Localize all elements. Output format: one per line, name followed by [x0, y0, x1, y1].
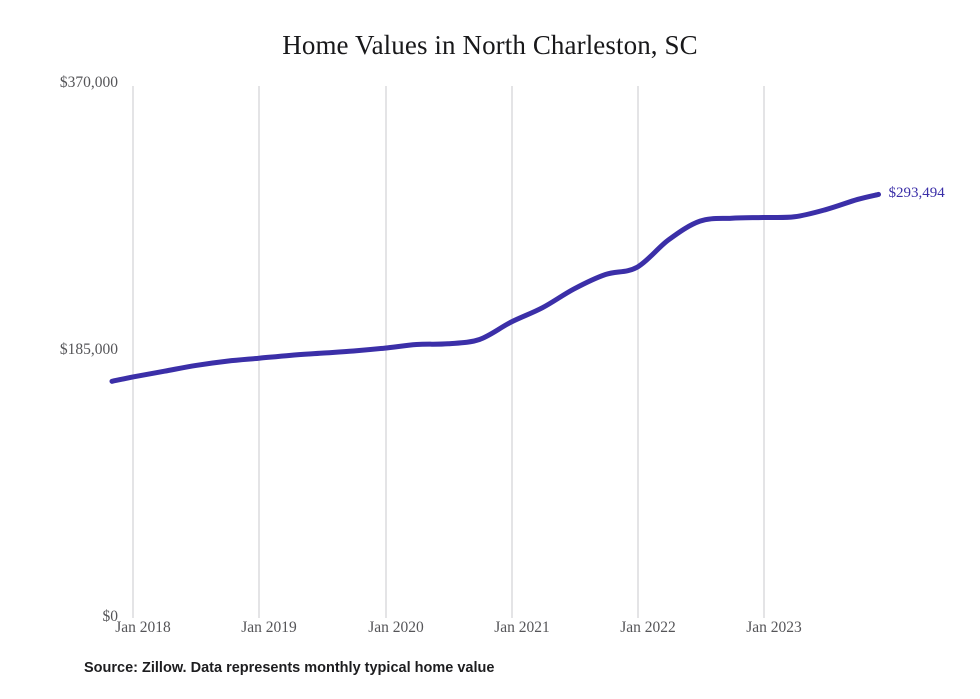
x-axis-tick-label: Jan 2023: [746, 619, 802, 636]
data-series-line: [109, 191, 881, 384]
plot-area: [109, 86, 881, 618]
y-axis-tick-label: $370,000: [59, 74, 118, 91]
gridlines: [132, 86, 765, 618]
x-axis: Jan 2018 Jan 2019 Jan 2020 Jan 2021 Jan …: [115, 619, 802, 636]
y-axis-tick-label: $185,000: [59, 341, 118, 358]
source-note: Source: Zillow. Data represents monthly …: [84, 660, 495, 676]
y-axis-tick-label: $0: [102, 608, 119, 625]
x-axis-tick-label: Jan 2022: [620, 619, 676, 636]
chart-title: Home Values in North Charleston, SC: [282, 30, 698, 60]
line-chart-svg: [109, 86, 881, 618]
series-line-path: [109, 191, 881, 384]
x-axis-tick-label: Jan 2018: [115, 619, 171, 636]
y-axis: $370,000 $185,000 $0: [14, 0, 118, 660]
x-axis-tick-label: Jan 2020: [368, 619, 424, 636]
series-end-value-label: $293,494: [888, 185, 945, 202]
x-axis-tick-label: Jan 2021: [494, 619, 550, 636]
x-axis-tick-label: Jan 2019: [241, 619, 297, 636]
